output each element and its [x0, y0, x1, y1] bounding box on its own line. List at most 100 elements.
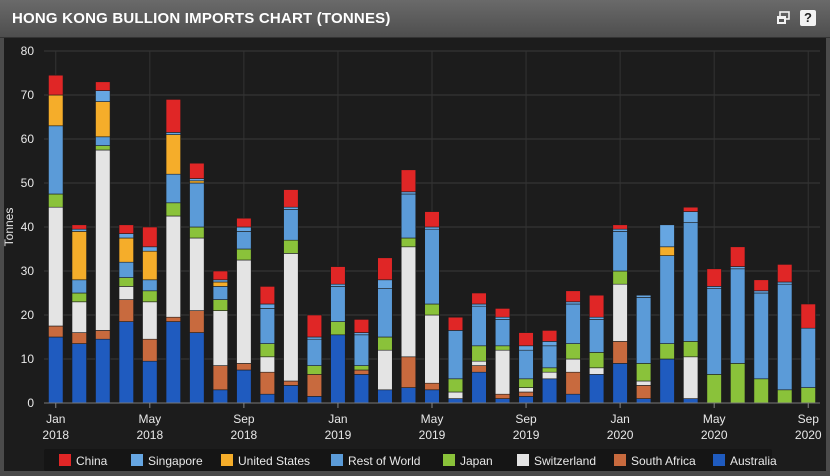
bar-segment — [494, 316, 511, 320]
bar-segment — [236, 231, 252, 250]
bar-segment — [306, 314, 323, 338]
bar-segment — [447, 398, 464, 404]
bar-segment — [48, 94, 64, 127]
bar-segment — [471, 292, 487, 305]
bar-segment — [259, 303, 275, 309]
bar-segment — [424, 389, 440, 404]
bar-segment — [189, 310, 205, 333]
bar-segment — [165, 215, 181, 318]
bar-segment — [636, 363, 652, 382]
bar-segment — [165, 316, 181, 322]
legend-label: South Africa — [631, 454, 696, 468]
bar-segment — [400, 246, 417, 358]
bar-segment — [471, 305, 487, 347]
bar-segment — [541, 378, 558, 404]
bar-segment — [565, 303, 581, 344]
bar-segment — [494, 319, 511, 347]
bar-segment — [706, 268, 722, 287]
bar-segment — [165, 99, 181, 133]
bar-segment — [142, 338, 158, 362]
bar-segment — [330, 321, 346, 336]
y-tick-label: 30 — [21, 264, 35, 278]
x-tick-label: 2020 — [795, 428, 822, 442]
bar-segment — [424, 382, 440, 391]
bar-segment — [236, 369, 252, 404]
bar-segment — [306, 336, 323, 340]
bar-segment — [377, 389, 393, 404]
bar-segment — [353, 369, 370, 375]
bar-segment — [306, 338, 323, 366]
bar-segment — [236, 217, 252, 228]
bar-segment — [142, 290, 158, 303]
bar-segment — [447, 316, 464, 331]
y-tick-label: 70 — [21, 88, 35, 102]
bar-segment — [589, 352, 605, 369]
bar-segment — [189, 226, 205, 239]
bar-segment — [189, 237, 205, 311]
bar-segment — [306, 374, 323, 397]
bar-segment — [189, 178, 205, 182]
bar-segment — [165, 134, 181, 175]
bar-segment — [306, 396, 323, 404]
legend-swatch — [614, 454, 626, 466]
y-tick-label: 0 — [27, 396, 34, 410]
bar-segment — [189, 332, 205, 404]
bar-segment — [283, 253, 299, 382]
x-tick-label: May — [421, 412, 444, 426]
bar-segment — [330, 334, 346, 404]
legend-swatch — [713, 454, 725, 466]
bar-segment — [212, 279, 228, 283]
bar-segment — [589, 374, 605, 404]
bar-segment — [706, 288, 722, 375]
bar-segment — [424, 314, 440, 384]
bar-segment — [494, 393, 511, 399]
bar-segment — [518, 332, 534, 347]
bar-segment — [400, 237, 417, 248]
bar-segment — [353, 319, 370, 333]
bar-segment — [118, 321, 134, 404]
bar-segment — [753, 378, 769, 404]
legend-swatch — [443, 454, 455, 466]
x-tick-label: 2019 — [513, 428, 540, 442]
bar-segment — [377, 336, 393, 351]
bar-segment — [283, 239, 299, 254]
bar-segment — [377, 279, 393, 289]
bar-segment — [400, 193, 417, 239]
bar-segment — [777, 264, 793, 283]
chart-title: HONG KONG BULLION IMPORTS CHART (TONNES) — [12, 10, 391, 27]
bar-segment — [424, 226, 440, 230]
bar-segment — [541, 371, 558, 380]
bar-segment — [541, 341, 558, 347]
restore-window-icon[interactable] — [775, 10, 791, 26]
bar-segment — [565, 393, 581, 404]
bar-segment — [95, 338, 111, 404]
x-tick-label: Jan — [610, 412, 629, 426]
bar-segment — [377, 257, 393, 281]
bar-segment — [95, 145, 111, 151]
bar-segment — [518, 349, 534, 380]
bar-segment — [212, 299, 228, 311]
help-button[interactable]: ? — [800, 10, 816, 26]
x-tick-label: Sep — [798, 412, 820, 426]
bar-segment — [753, 292, 769, 380]
bar-segment — [283, 189, 299, 208]
bar-segment — [236, 226, 252, 232]
bar-chart-svg: 0 10 20 30 40 50 60 70 80 Tonnes Jan 2018 May 2018 Sep… — [2, 44, 822, 471]
bar-segment — [95, 136, 111, 146]
bar-segment — [189, 180, 205, 184]
bar-segment — [612, 283, 628, 342]
bar-segment — [212, 365, 228, 391]
bar-segment — [518, 391, 534, 397]
x-tick-label: Jan — [328, 412, 347, 426]
bar-segment — [283, 385, 299, 404]
bar-segment — [494, 398, 511, 404]
x-tick-label: 2018 — [231, 428, 258, 442]
x-tick-label: Sep — [233, 412, 255, 426]
bar-segment — [447, 391, 464, 399]
bar-segment — [612, 341, 628, 364]
bar-segment — [118, 233, 134, 239]
bar-segment — [142, 301, 158, 340]
bar-segment — [189, 182, 205, 228]
bar-segment — [471, 345, 487, 362]
bar-segment — [353, 374, 370, 404]
